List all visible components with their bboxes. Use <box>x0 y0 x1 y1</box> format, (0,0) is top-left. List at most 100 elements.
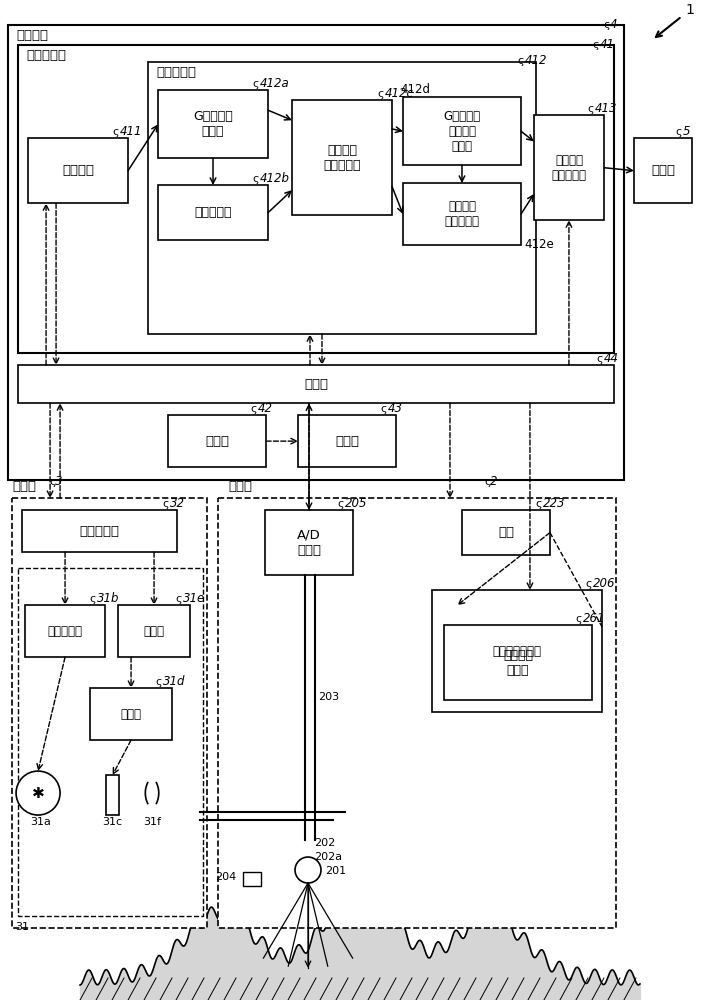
Text: 201: 201 <box>325 866 346 876</box>
Text: 41: 41 <box>600 38 615 51</box>
Text: 彩色图像
信号生成部: 彩色图像 信号生成部 <box>323 144 361 172</box>
Text: 色差插値部: 色差插値部 <box>194 206 232 219</box>
Circle shape <box>16 771 60 815</box>
Text: 开关: 开关 <box>498 526 514 539</box>
Text: 31c: 31c <box>102 817 123 827</box>
Text: 31d: 31d <box>163 675 185 688</box>
Text: ς: ς <box>517 56 524 66</box>
FancyBboxPatch shape <box>168 415 266 467</box>
Text: 412b: 412b <box>260 172 290 185</box>
FancyBboxPatch shape <box>18 45 614 353</box>
Text: 43: 43 <box>388 402 403 415</box>
Text: 206: 206 <box>593 577 616 590</box>
Text: ✱: ✱ <box>32 786 44 801</box>
Text: ς: ς <box>49 477 55 487</box>
Text: 31e: 31e <box>183 592 205 605</box>
Text: ς: ς <box>603 20 609 30</box>
Text: 预处理部: 预处理部 <box>62 164 94 177</box>
FancyBboxPatch shape <box>403 183 521 245</box>
Text: 5: 5 <box>683 125 691 138</box>
Text: ς: ς <box>175 594 182 604</box>
FancyBboxPatch shape <box>158 90 268 158</box>
Text: 202a: 202a <box>314 852 342 862</box>
FancyBboxPatch shape <box>432 590 602 712</box>
Text: 202: 202 <box>314 838 336 848</box>
Text: ς: ς <box>252 174 258 184</box>
Text: 31b: 31b <box>97 592 119 605</box>
Text: 204: 204 <box>215 872 237 882</box>
Text: 图像处理部: 图像处理部 <box>26 49 66 62</box>
Text: 处理器部: 处理器部 <box>16 29 48 42</box>
Text: 3: 3 <box>55 475 62 488</box>
FancyBboxPatch shape <box>90 688 172 740</box>
FancyBboxPatch shape <box>534 115 604 220</box>
Text: ς: ς <box>252 79 258 89</box>
FancyBboxPatch shape <box>292 100 392 215</box>
Text: ς: ς <box>380 404 387 414</box>
Text: ς: ς <box>155 677 161 687</box>
Text: ς: ς <box>596 354 602 364</box>
Text: 205: 205 <box>345 497 368 510</box>
FancyBboxPatch shape <box>18 568 203 916</box>
Text: 223: 223 <box>543 497 565 510</box>
Text: 插値处理部: 插値处理部 <box>156 66 196 79</box>
FancyBboxPatch shape <box>278 853 310 857</box>
Text: 412d: 412d <box>400 83 430 96</box>
Text: ς: ς <box>675 127 682 137</box>
Text: ς: ς <box>250 404 256 414</box>
Text: 411: 411 <box>120 125 143 138</box>
Text: 4: 4 <box>610 18 618 31</box>
Text: G插値色差
计算部: G插値色差 计算部 <box>193 110 233 138</box>
Text: ς: ς <box>377 89 383 99</box>
Text: 2: 2 <box>490 475 498 488</box>
Text: 驱动部: 驱动部 <box>121 708 142 721</box>
FancyBboxPatch shape <box>265 510 353 575</box>
Text: 识别信息
存储部: 识别信息 存储部 <box>503 649 533 677</box>
Text: 光源驱动器: 光源驱动器 <box>48 625 83 638</box>
FancyBboxPatch shape <box>462 510 550 555</box>
FancyBboxPatch shape <box>298 415 396 467</box>
Text: 驱动器: 驱动器 <box>143 625 164 638</box>
Text: 31f: 31f <box>143 817 161 827</box>
FancyBboxPatch shape <box>403 97 521 165</box>
Text: G信号特定
频率成分
提取部: G信号特定 频率成分 提取部 <box>444 110 481 153</box>
FancyBboxPatch shape <box>8 25 624 480</box>
Text: 照明控制部: 照明控制部 <box>79 525 119 538</box>
Text: 光源部: 光源部 <box>12 480 36 493</box>
Text: 特定频率
成分相加部: 特定频率 成分相加部 <box>444 200 479 228</box>
Text: ς: ς <box>89 594 95 604</box>
Text: 412a: 412a <box>260 77 290 90</box>
FancyBboxPatch shape <box>634 138 692 203</box>
FancyBboxPatch shape <box>12 498 207 928</box>
Text: A/D
转换部: A/D 转换部 <box>297 529 321 557</box>
Text: ς: ς <box>337 499 343 509</box>
Text: 203: 203 <box>318 692 339 702</box>
FancyBboxPatch shape <box>243 872 261 886</box>
Text: 输入部: 输入部 <box>205 435 229 448</box>
Text: 261: 261 <box>583 612 605 625</box>
Text: 31a: 31a <box>30 817 51 827</box>
Text: 44: 44 <box>604 352 619 365</box>
Text: 控制部: 控制部 <box>304 378 328 391</box>
Text: 412: 412 <box>525 54 548 67</box>
Text: 内窺鏡: 内窺鏡 <box>228 480 252 493</box>
FancyBboxPatch shape <box>25 605 105 657</box>
FancyBboxPatch shape <box>18 365 614 403</box>
FancyBboxPatch shape <box>444 625 592 700</box>
Text: ς: ς <box>585 579 592 589</box>
FancyBboxPatch shape <box>28 138 128 203</box>
Text: ς: ς <box>575 614 581 624</box>
Text: 412c: 412c <box>385 87 414 100</box>
Text: 显示部: 显示部 <box>651 164 675 177</box>
Text: 31: 31 <box>15 922 29 932</box>
Text: ς: ς <box>162 499 168 509</box>
Text: 1: 1 <box>686 3 695 17</box>
Text: 412e: 412e <box>524 238 554 251</box>
FancyBboxPatch shape <box>148 62 536 334</box>
FancyBboxPatch shape <box>118 605 190 657</box>
Text: 显示图像
生成处理部: 显示图像 生成处理部 <box>552 154 586 182</box>
FancyBboxPatch shape <box>218 498 616 928</box>
Text: 413: 413 <box>595 102 618 115</box>
Text: ς: ς <box>535 499 541 509</box>
FancyBboxPatch shape <box>22 510 177 552</box>
